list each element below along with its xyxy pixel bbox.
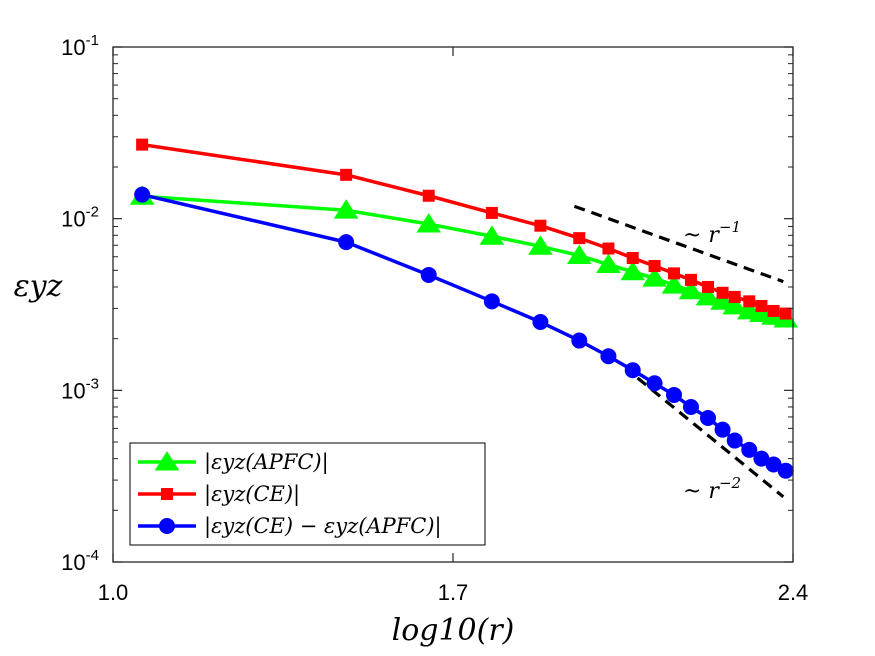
data-point [722, 295, 748, 315]
legend-label: |εyz(APFC)| [204, 450, 329, 475]
data-point [726, 432, 743, 449]
data-point [779, 307, 792, 320]
y-tick-label: 10-1 [61, 32, 99, 60]
data-point [716, 286, 729, 299]
data-point [753, 450, 770, 467]
reference-label-base: ~ r [683, 479, 720, 504]
data-point [741, 441, 758, 458]
data-point [571, 332, 588, 349]
legend-entry-2: |εyz(CE)| [138, 482, 300, 507]
data-point [678, 279, 704, 300]
reference-label-exponent: −2 [719, 474, 741, 492]
data-point [648, 259, 661, 272]
data-point [596, 253, 621, 274]
data-point [573, 232, 586, 245]
data-point [620, 260, 646, 281]
data-point [602, 242, 615, 255]
data-point [661, 274, 687, 294]
y-axis-label: εyz [14, 269, 63, 304]
y-tick-exponent: -3 [86, 375, 99, 392]
data-point [566, 244, 592, 264]
legend: |εyz(APFC)| |εyz(CE)| |εyz(CE) − εyz(APFC)… [129, 442, 486, 546]
data-point [695, 286, 721, 306]
data-point [420, 266, 437, 283]
reference-label-base: ~ r [683, 223, 720, 248]
axes [112, 46, 794, 563]
y-tick-exponent: -2 [86, 204, 99, 221]
data-point [702, 280, 714, 293]
data-point [134, 186, 151, 203]
reference-line-2 [636, 376, 785, 498]
legend-entry-1: |εyz(APFC)| [138, 450, 329, 475]
data-point [728, 290, 741, 303]
data-point [532, 314, 549, 331]
data-point [755, 299, 768, 312]
data-point [485, 206, 498, 219]
x-tick-label: 2.4 [778, 580, 809, 605]
y-tick-label: 10-3 [61, 375, 99, 403]
y-tick-base: 10 [61, 378, 85, 403]
series-layer [129, 138, 799, 479]
data-point [528, 235, 553, 255]
legend-label: |εyz(CE) − εyz(APFC)| [204, 514, 442, 539]
data-point [714, 421, 731, 438]
data-point [416, 213, 442, 233]
y-tick-label: 10-2 [61, 204, 99, 232]
y-tick-base: 10 [61, 550, 85, 575]
data-point [624, 362, 641, 379]
data-point [685, 273, 697, 286]
tick-labels: 1.0 1.7 2.410-110-210-310-4 [61, 32, 808, 605]
data-point [338, 234, 355, 251]
y-tick-exponent: -4 [86, 547, 99, 564]
legend-label: |εyz(CE)| [204, 482, 300, 507]
data-point [534, 219, 547, 232]
reference-lines: ~ r−1~ r−2 [573, 204, 785, 504]
reference-label-1: ~ r−1 [683, 218, 741, 248]
data-point [683, 398, 699, 415]
y-tick-base: 10 [61, 207, 85, 232]
x-tick-label: 1.7 [438, 580, 469, 605]
data-point [600, 348, 617, 365]
data-point [765, 456, 782, 473]
reference-label-exponent: −1 [719, 218, 741, 236]
y-tick-label: 10-4 [61, 547, 99, 575]
data-point [626, 252, 639, 265]
data-point [483, 293, 500, 310]
y-tick-base: 10 [61, 35, 85, 60]
data-point [767, 304, 780, 317]
series-3 [134, 186, 794, 479]
data-point [666, 386, 682, 403]
series-2 [136, 138, 792, 320]
reference-label-2: ~ r−2 [683, 474, 741, 504]
y-tick-exponent: -1 [86, 32, 99, 49]
data-point [422, 189, 435, 202]
data-point [479, 225, 505, 245]
x-tick-label: 1.0 [98, 580, 129, 605]
x-axis-label: log10(r) [392, 613, 515, 648]
legend-entry-3: |εyz(CE) − εyz(APFC)| [138, 514, 442, 539]
legend-marker [161, 488, 173, 500]
data-point [340, 168, 353, 181]
data-point [668, 267, 680, 280]
legend-marker [154, 451, 180, 471]
data-point [333, 199, 359, 219]
data-point [642, 267, 667, 287]
legend-items: |εyz(APFC)| |εyz(CE)| |εyz(CE) − εyz(APFC)… [138, 450, 442, 539]
data-point [136, 138, 149, 151]
series-line [142, 194, 787, 321]
data-point [777, 462, 794, 479]
legend-marker [159, 518, 175, 534]
data-point [646, 375, 663, 392]
reference-line-1 [573, 204, 784, 284]
data-point [743, 295, 756, 308]
data-point [700, 409, 716, 426]
